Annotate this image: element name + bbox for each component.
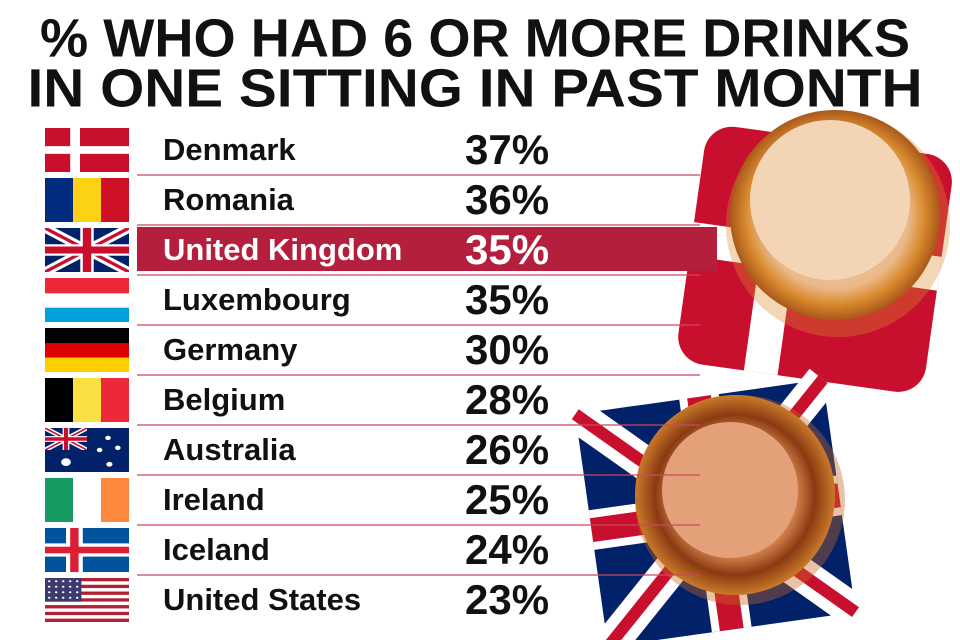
flag-part xyxy=(45,594,129,599)
flag-part xyxy=(106,461,113,467)
flag-part xyxy=(45,598,129,602)
flag-part xyxy=(115,445,121,450)
table: Denmark 37% Romania 36% United Kingdom 35% Lux… xyxy=(45,126,717,623)
flag-part xyxy=(45,293,129,308)
flag xyxy=(45,328,129,372)
beer-glass-top xyxy=(726,110,950,337)
flag-part xyxy=(54,585,58,588)
flag-part xyxy=(45,615,129,619)
percentage: 24% xyxy=(465,526,549,573)
country-name: Luxembourg xyxy=(163,282,351,317)
flag-part xyxy=(105,435,111,441)
flag-part xyxy=(54,596,58,599)
flag-part xyxy=(45,343,129,358)
flag-part xyxy=(75,591,79,594)
flag xyxy=(45,578,129,622)
country-name: Australia xyxy=(163,432,296,467)
flag xyxy=(45,278,129,322)
flag-part xyxy=(68,596,72,599)
beer-glass-bottom xyxy=(635,395,845,605)
flag-part xyxy=(61,591,65,594)
flag-part xyxy=(101,478,129,522)
highlight-band xyxy=(137,227,717,271)
country-name: United States xyxy=(163,582,361,617)
flag-part xyxy=(75,585,79,588)
flag-part xyxy=(73,478,101,522)
flag-part xyxy=(61,458,71,466)
flag-part xyxy=(47,591,51,594)
flag-part xyxy=(45,611,129,616)
flag-part xyxy=(45,618,129,622)
percentage: 35% xyxy=(465,276,549,323)
flag-part xyxy=(45,588,129,592)
flag-part xyxy=(47,585,51,588)
flag-part xyxy=(101,378,129,422)
flag-part xyxy=(45,328,129,344)
flag-part xyxy=(45,178,73,222)
flag-part xyxy=(45,584,129,589)
flag-part xyxy=(101,178,129,222)
flag-part xyxy=(75,596,79,599)
flag xyxy=(45,178,129,222)
flag-part xyxy=(75,580,79,583)
flag-part xyxy=(96,447,103,453)
flag-part xyxy=(45,146,129,154)
country-name: Ireland xyxy=(163,482,265,517)
flag xyxy=(45,428,129,472)
percentage: 30% xyxy=(465,326,549,373)
flag-part xyxy=(68,585,72,588)
country-name: Belgium xyxy=(163,382,285,417)
flag-part xyxy=(45,437,87,441)
flag-part xyxy=(47,580,51,583)
flag-part xyxy=(54,580,58,583)
flag-part xyxy=(61,596,65,599)
flag xyxy=(45,128,129,172)
flag-part xyxy=(45,546,129,554)
title-line: IN ONE SITTING IN PAST MONTH xyxy=(28,58,923,118)
flag-part xyxy=(45,578,129,582)
flag xyxy=(45,528,129,572)
flag-part xyxy=(45,608,129,612)
country-name: Iceland xyxy=(163,532,270,567)
title-line: % WHO HAD 6 OR MORE DRINKS xyxy=(40,8,910,68)
flag xyxy=(45,378,129,422)
flag-part xyxy=(45,357,129,372)
flag-part xyxy=(45,578,82,602)
percentage: 36% xyxy=(465,176,549,223)
country-name: Germany xyxy=(163,332,298,367)
flag-part xyxy=(45,591,129,595)
flag-part xyxy=(68,580,72,583)
flag-part xyxy=(73,378,101,422)
flag-part xyxy=(54,591,58,594)
percentage: 25% xyxy=(465,476,549,523)
flag-part xyxy=(45,307,129,322)
percentage: 26% xyxy=(465,426,549,473)
flag-part xyxy=(45,378,73,422)
country-name: Romania xyxy=(163,182,295,217)
percentage: 37% xyxy=(465,126,549,173)
percentage: 23% xyxy=(465,576,549,623)
country-name: Denmark xyxy=(163,132,296,167)
flag-part xyxy=(45,278,129,294)
country-name: United Kingdom xyxy=(163,232,402,267)
percentage: 35% xyxy=(465,226,549,273)
flag-part xyxy=(61,580,65,583)
flag xyxy=(45,228,129,272)
flag-part xyxy=(45,478,73,522)
percentage: 28% xyxy=(465,376,549,423)
flag-part xyxy=(73,178,101,222)
flag-part xyxy=(45,605,129,609)
flag-part xyxy=(61,585,65,588)
flag-part xyxy=(45,246,129,254)
flag xyxy=(45,478,129,522)
flag-part xyxy=(68,591,72,594)
flag-part xyxy=(45,601,129,606)
flag-part xyxy=(45,428,87,450)
flag-part xyxy=(47,596,51,599)
flag-part xyxy=(45,581,129,585)
